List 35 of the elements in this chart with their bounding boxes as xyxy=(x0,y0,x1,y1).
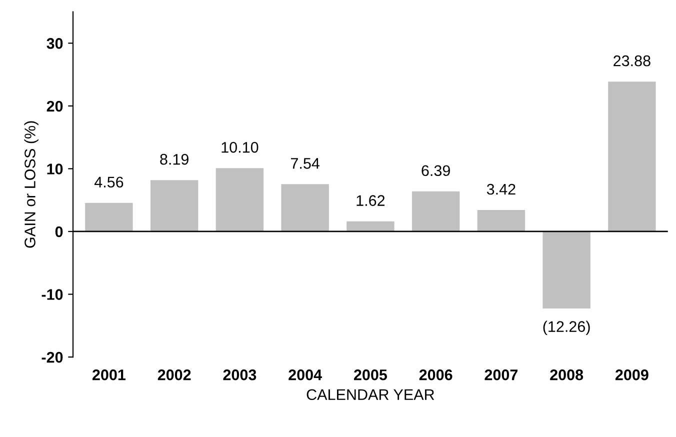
x-tick-label: 2004 xyxy=(288,369,322,380)
data-label: 23.88 xyxy=(614,55,650,66)
x-tick-label: 2005 xyxy=(354,369,388,380)
x-tick-label: 2003 xyxy=(223,369,256,380)
bar xyxy=(412,191,460,232)
bar xyxy=(85,202,133,232)
x-tick-label: 2009 xyxy=(615,369,648,380)
x-tick-label: 2006 xyxy=(419,369,452,380)
data-label: 3.42 xyxy=(486,184,516,195)
y-tick-label: 0 xyxy=(55,226,63,238)
x-tick-label: 2001 xyxy=(92,369,126,380)
x-axis-title: CALENDAR YEAR xyxy=(306,389,434,400)
y-tick-label: 30 xyxy=(46,38,63,49)
y-tick-label: -20 xyxy=(42,352,63,363)
data-label: (12.26) xyxy=(543,320,590,336)
bar xyxy=(608,82,656,232)
bar xyxy=(216,168,264,232)
bar xyxy=(542,231,590,308)
x-tick-label: 2002 xyxy=(158,369,191,380)
y-tick-label: 10 xyxy=(47,164,63,174)
bar xyxy=(150,180,198,232)
x-tick-label: 2008 xyxy=(550,369,584,380)
data-label: 8.19 xyxy=(160,154,188,165)
y-axis-title: GAIN or LOSS (%) xyxy=(24,121,38,248)
data-label: 6.39 xyxy=(422,165,450,176)
data-label: 10.10 xyxy=(222,142,258,153)
bar xyxy=(281,184,329,232)
data-label: 1.62 xyxy=(356,195,385,206)
y-tick-label: -10 xyxy=(42,289,63,300)
bar xyxy=(346,221,394,232)
data-label: 4.56 xyxy=(94,176,124,188)
y-tick-label: 20 xyxy=(46,100,63,112)
bar xyxy=(477,210,526,232)
data-label: 7.54 xyxy=(290,158,320,169)
x-tick-label: 2007 xyxy=(484,369,518,380)
